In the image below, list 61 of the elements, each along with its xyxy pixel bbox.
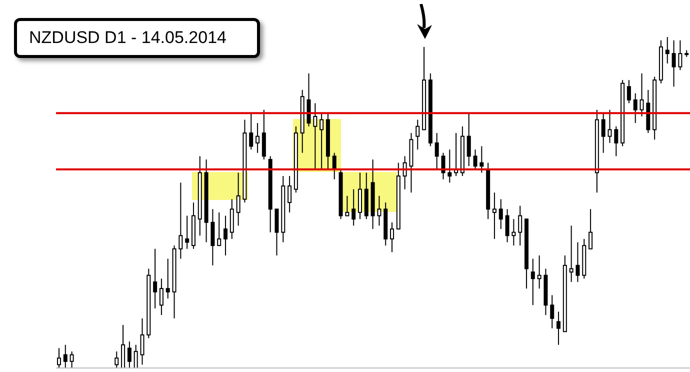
candlestick [608, 109, 612, 144]
candlestick [224, 215, 228, 256]
candlestick [121, 324, 126, 368]
candlestick [505, 208, 510, 243]
candlestick [390, 222, 394, 253]
candlestick [288, 176, 292, 213]
chart-title: NZDUSD D1 - 14.05.2014 [14, 18, 260, 58]
candlestick [678, 40, 682, 71]
candlestick [576, 242, 580, 282]
candlestick [63, 344, 68, 368]
candlestick [556, 311, 561, 346]
candlestick [448, 149, 452, 184]
candlestick [127, 341, 132, 368]
candlestick [498, 198, 503, 230]
candlestick [70, 350, 74, 368]
candlestick [57, 348, 61, 368]
candlestick [178, 182, 183, 260]
candlestick [492, 192, 496, 240]
candlestick [159, 278, 164, 316]
candlestick [352, 188, 356, 226]
candlestick [313, 102, 318, 170]
candlestick [473, 149, 478, 170]
candlestick [550, 294, 554, 329]
candlestick [320, 112, 324, 170]
candlestick [601, 112, 606, 154]
candlestick [153, 248, 158, 309]
candlestick [633, 92, 638, 124]
candlestick [441, 152, 446, 180]
candlestick [480, 146, 484, 174]
candlestick [358, 172, 362, 220]
candlestick [217, 212, 222, 246]
candlestick [416, 119, 420, 150]
candlestick [140, 318, 144, 366]
candlestick [166, 258, 170, 299]
candlestick [306, 72, 311, 127]
candlestick [274, 208, 279, 256]
candlestick [345, 195, 350, 216]
candlestick [569, 225, 574, 282]
candlestick [512, 218, 516, 246]
candlestick [210, 208, 215, 266]
candlestick [249, 112, 254, 150]
candlestick [640, 72, 644, 117]
candlestick [518, 205, 522, 246]
candlestick [665, 37, 670, 64]
candlestick [588, 208, 593, 250]
candlestick [236, 172, 240, 226]
candlestick [262, 109, 266, 160]
candlestick [230, 198, 234, 240]
candlestick [185, 215, 190, 250]
candlestick [672, 40, 676, 88]
candlestick [530, 258, 535, 306]
candlestick [134, 344, 138, 368]
candlestick [256, 122, 260, 154]
candlestick [626, 80, 631, 104]
candlestick [537, 254, 542, 290]
candlestick [614, 126, 618, 157]
candlestick [466, 112, 471, 167]
candlestick [377, 195, 382, 226]
candlestick [332, 152, 336, 180]
candlestick [114, 350, 119, 368]
candlestick [434, 132, 439, 170]
